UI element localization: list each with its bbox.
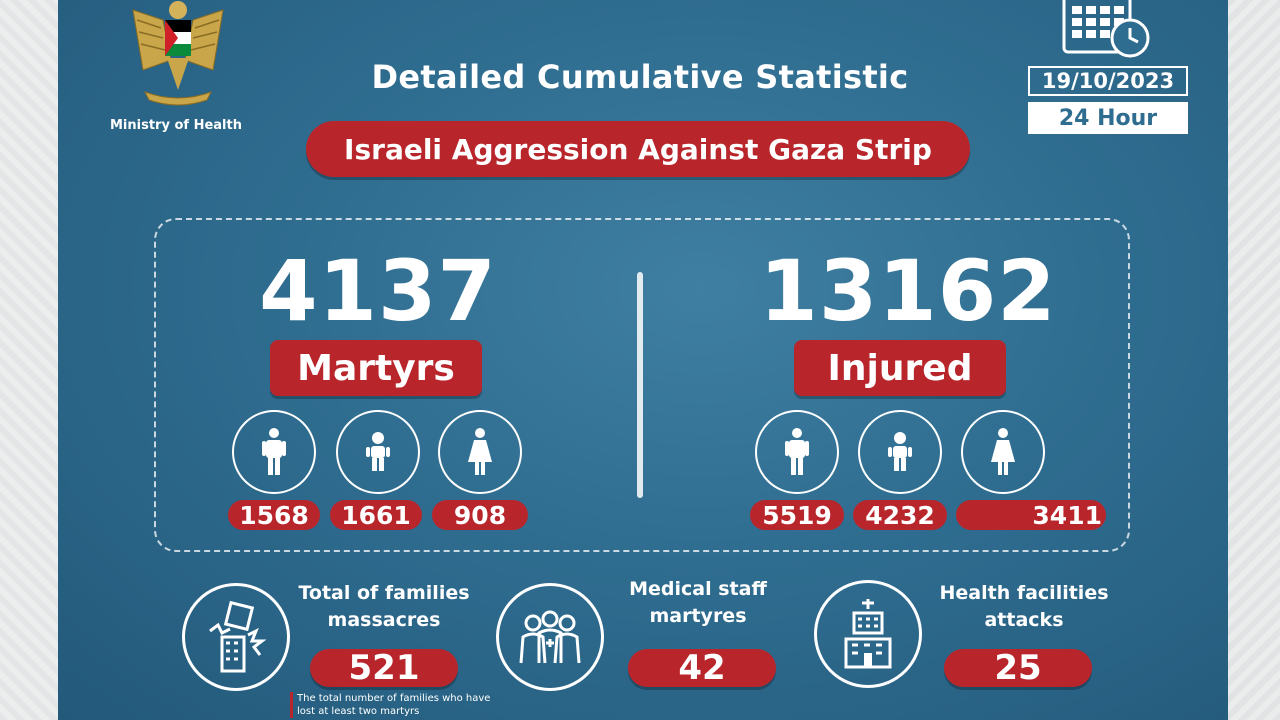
injured-label: Injured [794, 340, 1006, 396]
facilities-label-line2: attacks [984, 609, 1064, 631]
background-paper-right [1228, 0, 1280, 720]
families-value: 521 [310, 648, 458, 688]
injured-children-value: 4232 [853, 500, 947, 530]
families-label: Total of families massacres [274, 580, 494, 634]
facilities-label: Health facilities attacks [914, 580, 1134, 634]
ministry-label: Ministry of Health [110, 118, 242, 133]
families-label-line2: massacres [327, 609, 441, 631]
medical-value-text: 42 [678, 648, 726, 688]
martyrs-children-value: 1661 [330, 500, 422, 530]
martyrs-men-circle [232, 410, 316, 494]
families-label-line1: Total of families [298, 582, 470, 604]
subtitle-banner: Israeli Aggression Against Gaza Strip [306, 121, 970, 177]
martyrs-men-text: 1568 [239, 500, 309, 530]
martyrs-label-text: Martyrs [297, 347, 455, 389]
martyrs-men-value: 1568 [228, 500, 320, 530]
infographic-poster: Ministry of Health Detailed Cumulative S… [58, 0, 1228, 720]
injured-label-text: Injured [827, 347, 973, 389]
hospital-building-icon [844, 599, 892, 669]
eagle-emblem-icon [132, 1, 224, 106]
facilities-label-line1: Health facilities [939, 582, 1109, 604]
medical-value: 42 [628, 648, 776, 688]
medical-label: Medical staff martyres [598, 576, 798, 630]
martyrs-total: 4137 [259, 242, 497, 340]
injured-women-value: 3411 [956, 500, 1106, 530]
background-paper-left [0, 0, 58, 720]
martyrs-women-circle [438, 410, 522, 494]
families-circle [182, 583, 290, 691]
martyrs-women-text: 908 [453, 500, 507, 530]
injured-men-text: 5519 [762, 500, 832, 530]
woman-icon [991, 428, 1015, 475]
facilities-value: 25 [944, 648, 1092, 688]
medical-staff-icon [519, 610, 581, 664]
injured-men-value: 5519 [750, 500, 844, 530]
martyrs-label: Martyrs [270, 340, 482, 396]
families-note: The total number of families who have lo… [290, 692, 507, 718]
child-icon [888, 432, 912, 471]
families-value-text: 521 [348, 648, 420, 688]
injured-women-circle [961, 410, 1045, 494]
panel-divider [637, 272, 643, 498]
collapsed-building-icon [209, 601, 267, 673]
injured-children-text: 4232 [865, 500, 935, 530]
martyrs-women-value: 908 [432, 500, 528, 530]
medical-circle [496, 583, 604, 691]
injured-women-text: 3411 [1032, 500, 1102, 530]
facilities-value-text: 25 [994, 648, 1042, 688]
injured-children-circle [858, 410, 942, 494]
facilities-circle [814, 580, 922, 688]
martyrs-children-circle [336, 410, 420, 494]
child-icon [366, 432, 390, 471]
stats-panel [154, 218, 1130, 552]
calendar-clock-icon [1062, 0, 1150, 58]
injured-total: 13162 [759, 242, 1057, 340]
period-label: 24 Hour [1028, 102, 1188, 134]
date-label: 19/10/2023 [1028, 66, 1188, 96]
page-title: Detailed Cumulative Statistic [371, 58, 909, 96]
man-icon [785, 428, 809, 475]
man-icon [262, 428, 286, 475]
medical-label-line1: Medical staff [629, 578, 767, 600]
martyrs-children-text: 1661 [341, 500, 411, 530]
subtitle-text: Israeli Aggression Against Gaza Strip [344, 132, 932, 166]
injured-men-circle [755, 410, 839, 494]
woman-icon [468, 428, 492, 475]
medical-label-line2: martyres [649, 605, 747, 627]
